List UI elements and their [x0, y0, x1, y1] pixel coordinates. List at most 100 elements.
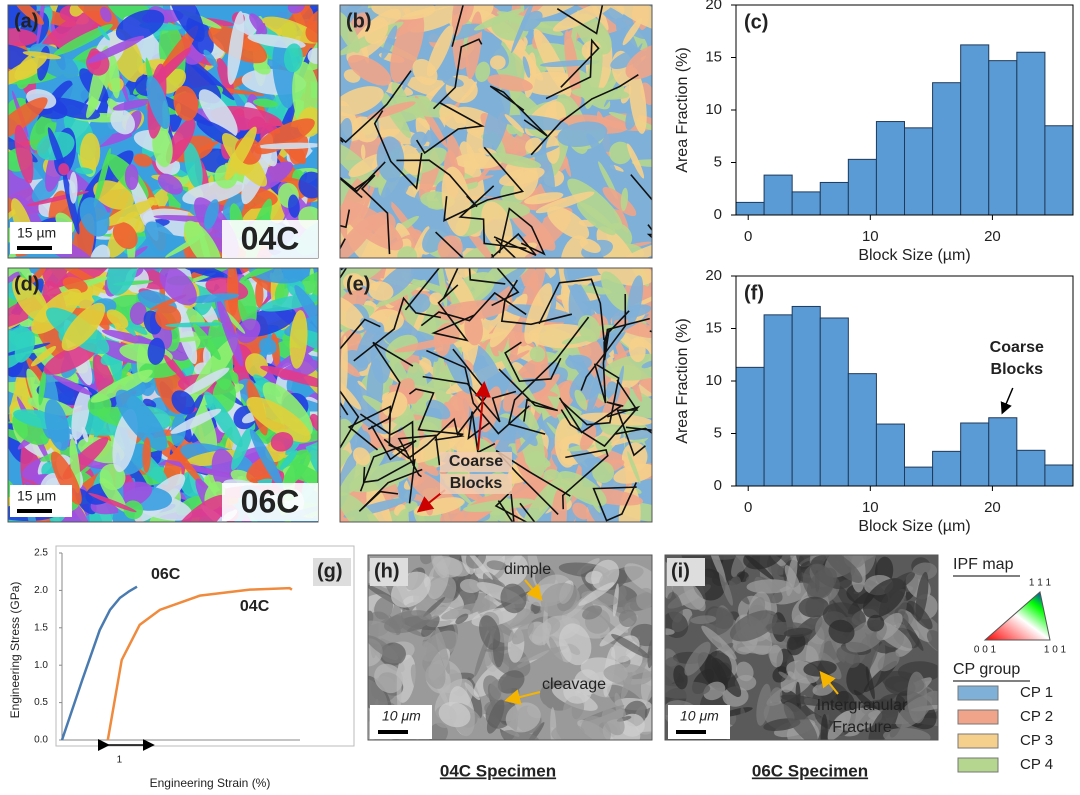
grain-boundary	[489, 85, 548, 137]
grain	[248, 268, 304, 284]
scale-label: 1	[117, 755, 123, 766]
grain	[625, 43, 652, 80]
grain	[590, 165, 652, 185]
grain	[390, 10, 425, 83]
grain	[110, 109, 135, 135]
grain	[462, 244, 499, 258]
grain	[915, 571, 929, 622]
grain-boundary	[432, 38, 483, 110]
grain-boundary	[359, 413, 415, 466]
legend-title: IPF map	[953, 556, 1014, 573]
grain	[505, 702, 541, 733]
grain	[288, 194, 300, 218]
grain	[606, 5, 652, 33]
grain-boundary	[340, 209, 351, 229]
grain	[426, 25, 454, 77]
grain	[48, 440, 61, 455]
x-tick-label: 10	[862, 228, 879, 245]
grain-boundary	[558, 397, 624, 434]
grain	[93, 148, 111, 208]
grain-boundary	[340, 70, 412, 144]
grain	[602, 186, 637, 217]
arrow	[819, 670, 839, 695]
x-axis-label: Engineering Strain (%)	[150, 776, 271, 790]
grain	[547, 206, 590, 240]
grain	[564, 30, 581, 104]
grain	[459, 579, 481, 594]
grain	[778, 671, 791, 681]
grain	[473, 8, 524, 31]
grain	[884, 572, 915, 594]
grain	[883, 727, 931, 740]
grain	[684, 641, 711, 676]
grain	[50, 451, 82, 505]
grain	[517, 427, 542, 454]
y-tick-label: 20	[705, 0, 722, 13]
grain	[217, 299, 244, 367]
grain	[170, 494, 229, 522]
grain	[112, 98, 152, 111]
y-tick-label: 5	[714, 153, 722, 170]
bar	[791, 191, 821, 216]
bar	[932, 450, 962, 487]
bar	[988, 417, 1018, 487]
grain	[340, 5, 362, 19]
bar	[819, 181, 849, 216]
grain	[340, 447, 386, 496]
grain	[167, 5, 205, 42]
grain	[93, 180, 134, 210]
grain	[602, 387, 631, 419]
grain	[203, 49, 218, 68]
grain	[559, 623, 592, 666]
grain	[167, 440, 206, 489]
grain	[641, 360, 652, 369]
grain	[437, 235, 463, 258]
grain	[147, 337, 166, 365]
grain	[184, 142, 203, 189]
grain-boundary	[561, 448, 609, 510]
grain	[381, 391, 408, 418]
legend-label: CP 3	[1020, 732, 1053, 749]
grain	[366, 482, 395, 522]
frame	[339, 267, 653, 523]
grain	[552, 5, 615, 32]
grain	[389, 96, 452, 118]
grain	[58, 163, 70, 176]
bar	[763, 174, 793, 216]
y-tick-label: 15	[705, 48, 722, 65]
bar	[1044, 464, 1074, 487]
grain	[90, 244, 111, 258]
grain	[270, 432, 294, 452]
grain	[79, 132, 101, 172]
frame	[7, 4, 319, 259]
grain-boundary	[367, 341, 414, 430]
grain	[340, 492, 389, 522]
grain	[586, 356, 607, 417]
grain	[115, 389, 168, 451]
grain	[438, 701, 471, 728]
grain	[249, 428, 284, 490]
grain	[557, 471, 607, 507]
grain	[124, 164, 139, 191]
line-series	[106, 586, 293, 741]
grain-boundary	[580, 294, 627, 391]
grain	[690, 615, 717, 625]
bar	[875, 121, 906, 216]
grain	[343, 273, 364, 291]
grain	[14, 330, 36, 363]
grain	[718, 570, 733, 606]
grain	[173, 85, 199, 121]
grain	[481, 201, 513, 250]
grain	[442, 339, 473, 394]
note-text: Blocks	[450, 475, 503, 492]
grain	[180, 367, 230, 397]
bar	[904, 466, 934, 487]
grain	[482, 87, 511, 157]
x-tick-label: 0	[744, 228, 752, 245]
grain-boundary	[362, 458, 416, 504]
grain	[8, 97, 48, 142]
grain	[163, 354, 178, 373]
grain	[428, 722, 448, 740]
grain	[44, 399, 70, 451]
grain-boundary	[340, 390, 360, 450]
